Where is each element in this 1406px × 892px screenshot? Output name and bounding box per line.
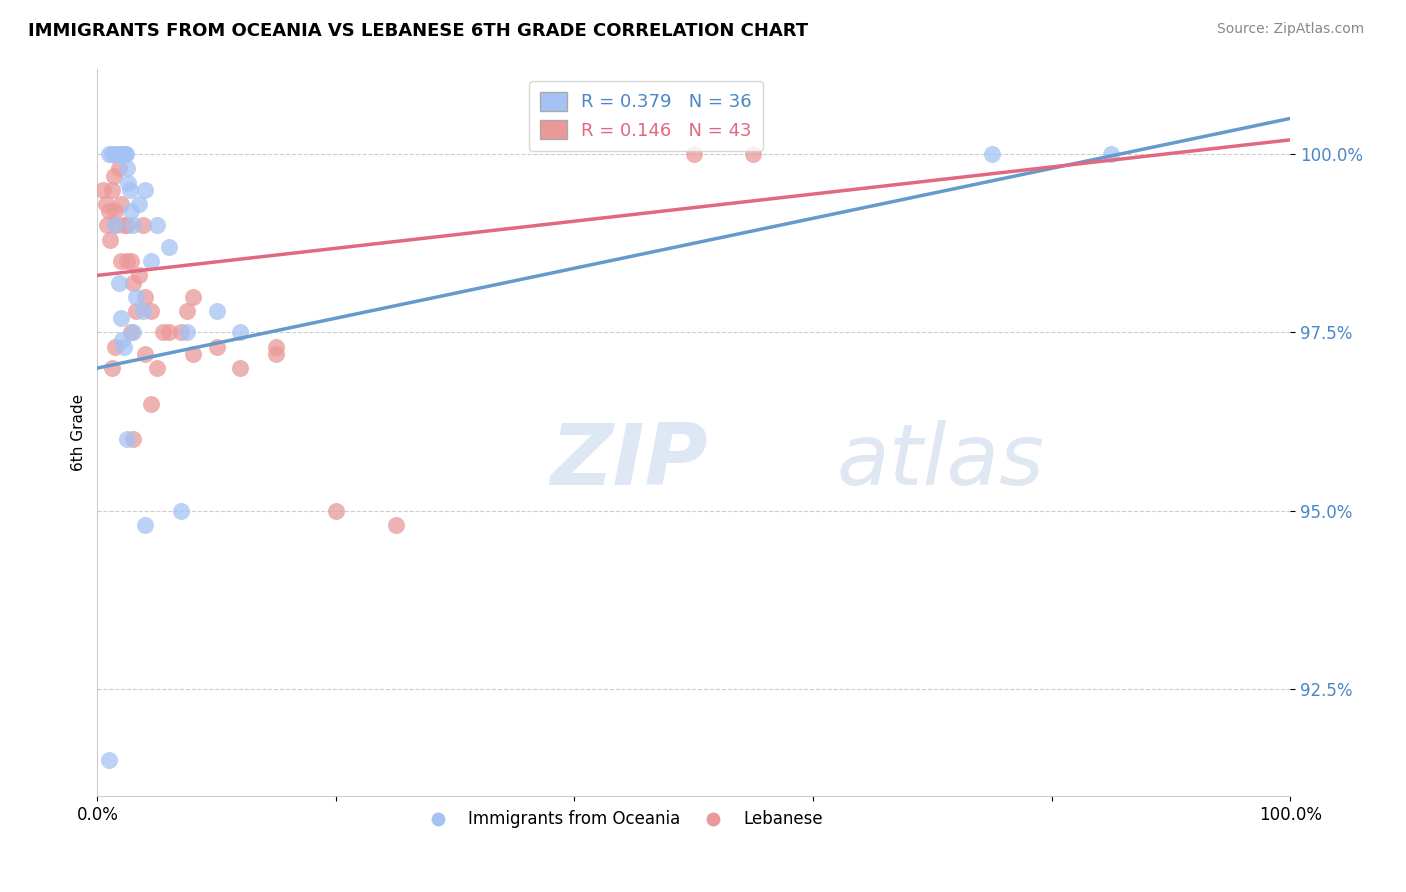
- Point: [98, 753, 121, 767]
- Point: [181, 347, 204, 361]
- Y-axis label: 6th Grade: 6th Grade: [72, 393, 86, 471]
- Point: [176, 304, 198, 318]
- Point: [134, 347, 156, 361]
- Point: [122, 219, 145, 233]
- Point: [229, 326, 252, 340]
- Point: [134, 290, 156, 304]
- Point: [100, 183, 122, 197]
- Point: [205, 304, 228, 318]
- Point: [325, 504, 347, 518]
- Point: [100, 147, 122, 161]
- Point: [112, 219, 135, 233]
- Point: [120, 254, 142, 268]
- Point: [122, 433, 145, 447]
- Point: [152, 326, 174, 340]
- Point: [139, 397, 162, 411]
- Point: [115, 433, 138, 447]
- Point: [108, 161, 131, 176]
- Point: [91, 183, 114, 197]
- Point: [104, 340, 127, 354]
- Point: [115, 161, 138, 176]
- Point: [117, 176, 139, 190]
- Point: [98, 204, 121, 219]
- Point: [128, 197, 150, 211]
- Point: [112, 340, 135, 354]
- Point: [264, 347, 287, 361]
- Point: [981, 147, 1004, 161]
- Point: [682, 147, 704, 161]
- Point: [139, 304, 162, 318]
- Point: [170, 504, 193, 518]
- Point: [742, 147, 765, 161]
- Point: [181, 290, 204, 304]
- Point: [100, 361, 122, 376]
- Point: [115, 147, 138, 161]
- Text: ZIP: ZIP: [551, 420, 709, 503]
- Point: [146, 219, 169, 233]
- Point: [96, 219, 118, 233]
- Point: [100, 233, 122, 247]
- Point: [124, 304, 146, 318]
- Point: [108, 276, 131, 290]
- Point: [118, 183, 141, 197]
- Text: IMMIGRANTS FROM OCEANIA VS LEBANESE 6TH GRADE CORRELATION CHART: IMMIGRANTS FROM OCEANIA VS LEBANESE 6TH …: [28, 22, 808, 40]
- Point: [112, 147, 135, 161]
- Point: [122, 326, 145, 340]
- Point: [205, 340, 228, 354]
- Text: atlas: atlas: [837, 420, 1045, 503]
- Point: [229, 361, 252, 376]
- Point: [110, 311, 132, 326]
- Point: [104, 219, 127, 233]
- Point: [122, 276, 145, 290]
- Point: [111, 147, 134, 161]
- Point: [110, 147, 132, 161]
- Point: [120, 204, 142, 219]
- Point: [134, 518, 156, 533]
- Point: [134, 183, 156, 197]
- Text: Source: ZipAtlas.com: Source: ZipAtlas.com: [1216, 22, 1364, 37]
- Point: [176, 326, 198, 340]
- Point: [104, 147, 127, 161]
- Point: [110, 197, 132, 211]
- Point: [98, 147, 121, 161]
- Point: [157, 326, 180, 340]
- Point: [94, 197, 117, 211]
- Point: [384, 518, 406, 533]
- Point: [139, 254, 162, 268]
- Point: [110, 254, 132, 268]
- Point: [120, 326, 142, 340]
- Point: [114, 147, 136, 161]
- Point: [115, 254, 138, 268]
- Point: [264, 340, 287, 354]
- Point: [108, 147, 131, 161]
- Point: [103, 169, 125, 183]
- Point: [131, 219, 153, 233]
- Point: [104, 204, 127, 219]
- Point: [157, 240, 180, 254]
- Point: [124, 290, 146, 304]
- Point: [170, 326, 193, 340]
- Point: [115, 219, 138, 233]
- Point: [128, 268, 150, 283]
- Legend: Immigrants from Oceania, Lebanese: Immigrants from Oceania, Lebanese: [415, 804, 830, 835]
- Point: [146, 361, 169, 376]
- Point: [105, 219, 128, 233]
- Point: [131, 304, 153, 318]
- Point: [111, 333, 134, 347]
- Point: [1099, 147, 1122, 161]
